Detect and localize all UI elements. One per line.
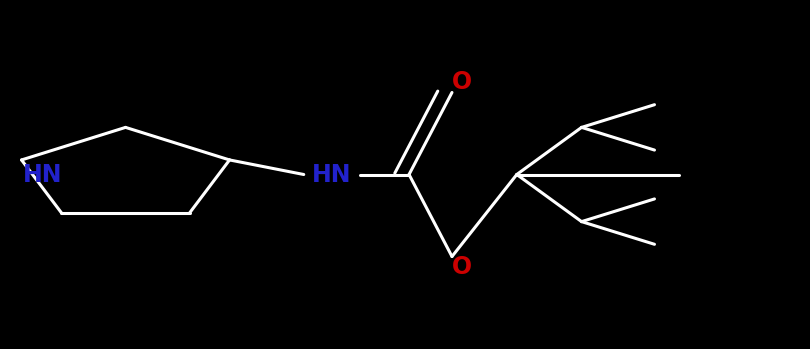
Text: O: O [452,255,471,279]
Text: HN: HN [23,163,62,186]
Text: HN: HN [312,163,352,186]
Text: O: O [452,70,471,94]
